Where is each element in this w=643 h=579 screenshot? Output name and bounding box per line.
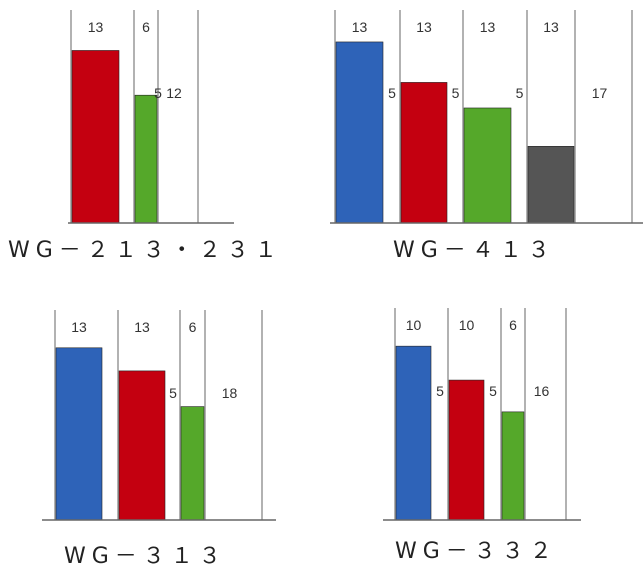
- inner-label: 17: [592, 85, 608, 101]
- gap-label: 5: [154, 85, 162, 101]
- inner-label: 12: [166, 85, 182, 101]
- fill-bar-red: [118, 370, 166, 521]
- fill-bar-red: [71, 50, 120, 224]
- fill-bar-red: [448, 379, 485, 521]
- gap-label: 5: [436, 383, 444, 399]
- width-label: 13: [543, 19, 559, 35]
- caption-wg-413: WG－４１３: [393, 238, 556, 263]
- width-label: 13: [416, 19, 432, 35]
- fill-bar-gray: [527, 146, 575, 224]
- width-label: 13: [480, 19, 496, 35]
- diagram-wg-213-231: 13 6 125: [68, 10, 234, 224]
- fill-bar-green: [463, 107, 512, 224]
- fill-bar-blue: [55, 347, 103, 521]
- fill-bar-green: [180, 406, 205, 521]
- caption-wg-332: WG－３３２: [395, 539, 558, 564]
- caption-wg-213-231: WG－２１３・２３１: [8, 238, 283, 263]
- caption-wg-313: WG－３１３: [64, 544, 227, 569]
- gap-label: 5: [516, 85, 524, 101]
- width-label: 6: [189, 319, 197, 335]
- inner-label: 18: [222, 385, 238, 401]
- gap-label: 5: [452, 85, 460, 101]
- width-label: 13: [71, 319, 87, 335]
- fill-bar-blue: [335, 41, 384, 224]
- fill-bar-blue: [395, 345, 432, 521]
- width-label: 13: [88, 19, 104, 35]
- fill-bar-green: [134, 94, 158, 224]
- gap-label: 5: [388, 85, 396, 101]
- gap-label: 5: [489, 383, 497, 399]
- fill-bar-red: [400, 82, 448, 224]
- diagram-wg-332: 10 10 6 16 5 5: [383, 308, 581, 521]
- width-label: 10: [406, 317, 422, 333]
- width-label: 6: [142, 19, 150, 35]
- width-label: 10: [459, 317, 475, 333]
- width-label: 6: [509, 317, 517, 333]
- diagram-wg-313: 13 13 6 18 5: [42, 310, 276, 521]
- fill-bar-green: [501, 411, 525, 521]
- width-label: 13: [134, 319, 150, 335]
- inner-label: 16: [534, 383, 550, 399]
- diagram-wg-413: 13 13 13 13 17 5 5 5: [330, 10, 643, 224]
- gap-label: 5: [169, 385, 177, 401]
- width-label: 13: [352, 19, 368, 35]
